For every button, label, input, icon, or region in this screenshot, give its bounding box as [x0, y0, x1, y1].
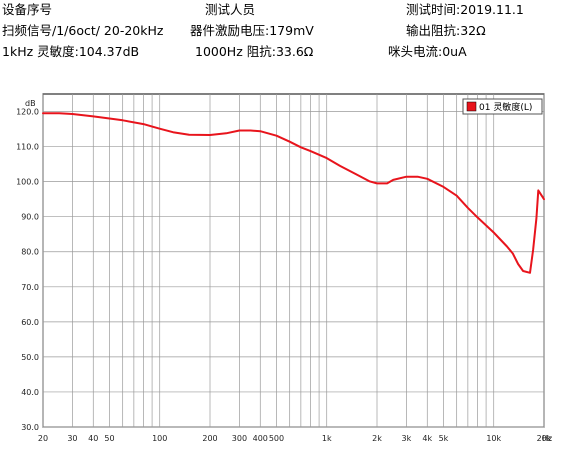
x-tick-label: 1k [322, 434, 332, 443]
plot-area [42, 93, 545, 428]
x-tick-label: 20k [537, 434, 552, 443]
legend: 01 灵敏度(L) [462, 98, 543, 115]
series-layer [42, 112, 545, 274]
x-tick-label: 30 [67, 434, 77, 443]
x-tick-label: 50 [104, 434, 114, 443]
legend-series-label: 01 灵敏度(L) [479, 101, 532, 113]
legend-box [462, 98, 543, 115]
x-tick-label: 2k [372, 434, 382, 443]
y-tick-label: 30.0 [21, 423, 39, 432]
y-tick-label: 70.0 [21, 283, 39, 292]
x-tick-label: 4k [422, 434, 432, 443]
y-tick-label: 110.0 [16, 143, 39, 152]
y-tick-label: 60.0 [21, 318, 39, 327]
tester-label: 测试人员 [205, 2, 256, 17]
drive-voltage-label: 器件激励电压:179mV [190, 23, 314, 38]
y-tick-label: 50.0 [21, 353, 39, 362]
x-tick-label: 300 [232, 434, 247, 443]
x-axis-unit-label: Hz [542, 434, 552, 443]
output-impedance-label: 输出阻抗:32Ω [406, 23, 486, 38]
y-tick-label: 80.0 [21, 248, 39, 257]
x-tick-label: 10k [486, 434, 501, 443]
impedance-label: 1000Hz 阻抗:33.6Ω [195, 44, 314, 59]
grid-lines [42, 94, 545, 428]
x-tick-label: 5k [439, 434, 449, 443]
x-tick-label: 40 [88, 434, 98, 443]
y-tick-label: 120.0 [16, 108, 39, 117]
y-axis-unit-label: dB [25, 99, 36, 108]
sensitivity-label: 1kHz 灵敏度:104.37dB [2, 44, 140, 59]
axis-ticks: 30.0 40.0 50.0 60.0 70.0 80.0 90.0 100.0 110.0 12… [16, 108, 552, 443]
y-tick-label: 90.0 [21, 213, 39, 222]
series-line [42, 112, 545, 274]
mic-current-label: 咪头电流:0uA [388, 44, 467, 59]
x-tick-label: 500 [269, 434, 284, 443]
y-tick-label: 100.0 [16, 178, 39, 187]
device-no-label: 设备序号 [2, 2, 53, 17]
x-tick-label: 20 [38, 434, 48, 443]
x-tick-label: 400 [253, 434, 268, 443]
legend-swatch [466, 101, 477, 112]
x-tick-label: 3k [402, 434, 412, 443]
y-tick-label: 40.0 [21, 388, 39, 397]
sweep-signal-label: 扫频信号/1/6oct/ 20-20kHz [2, 23, 164, 38]
test-time-label: 测试时间:2019.11.1 [406, 2, 524, 17]
x-tick-label: 100 [152, 434, 167, 443]
x-tick-label: 200 [202, 434, 217, 443]
